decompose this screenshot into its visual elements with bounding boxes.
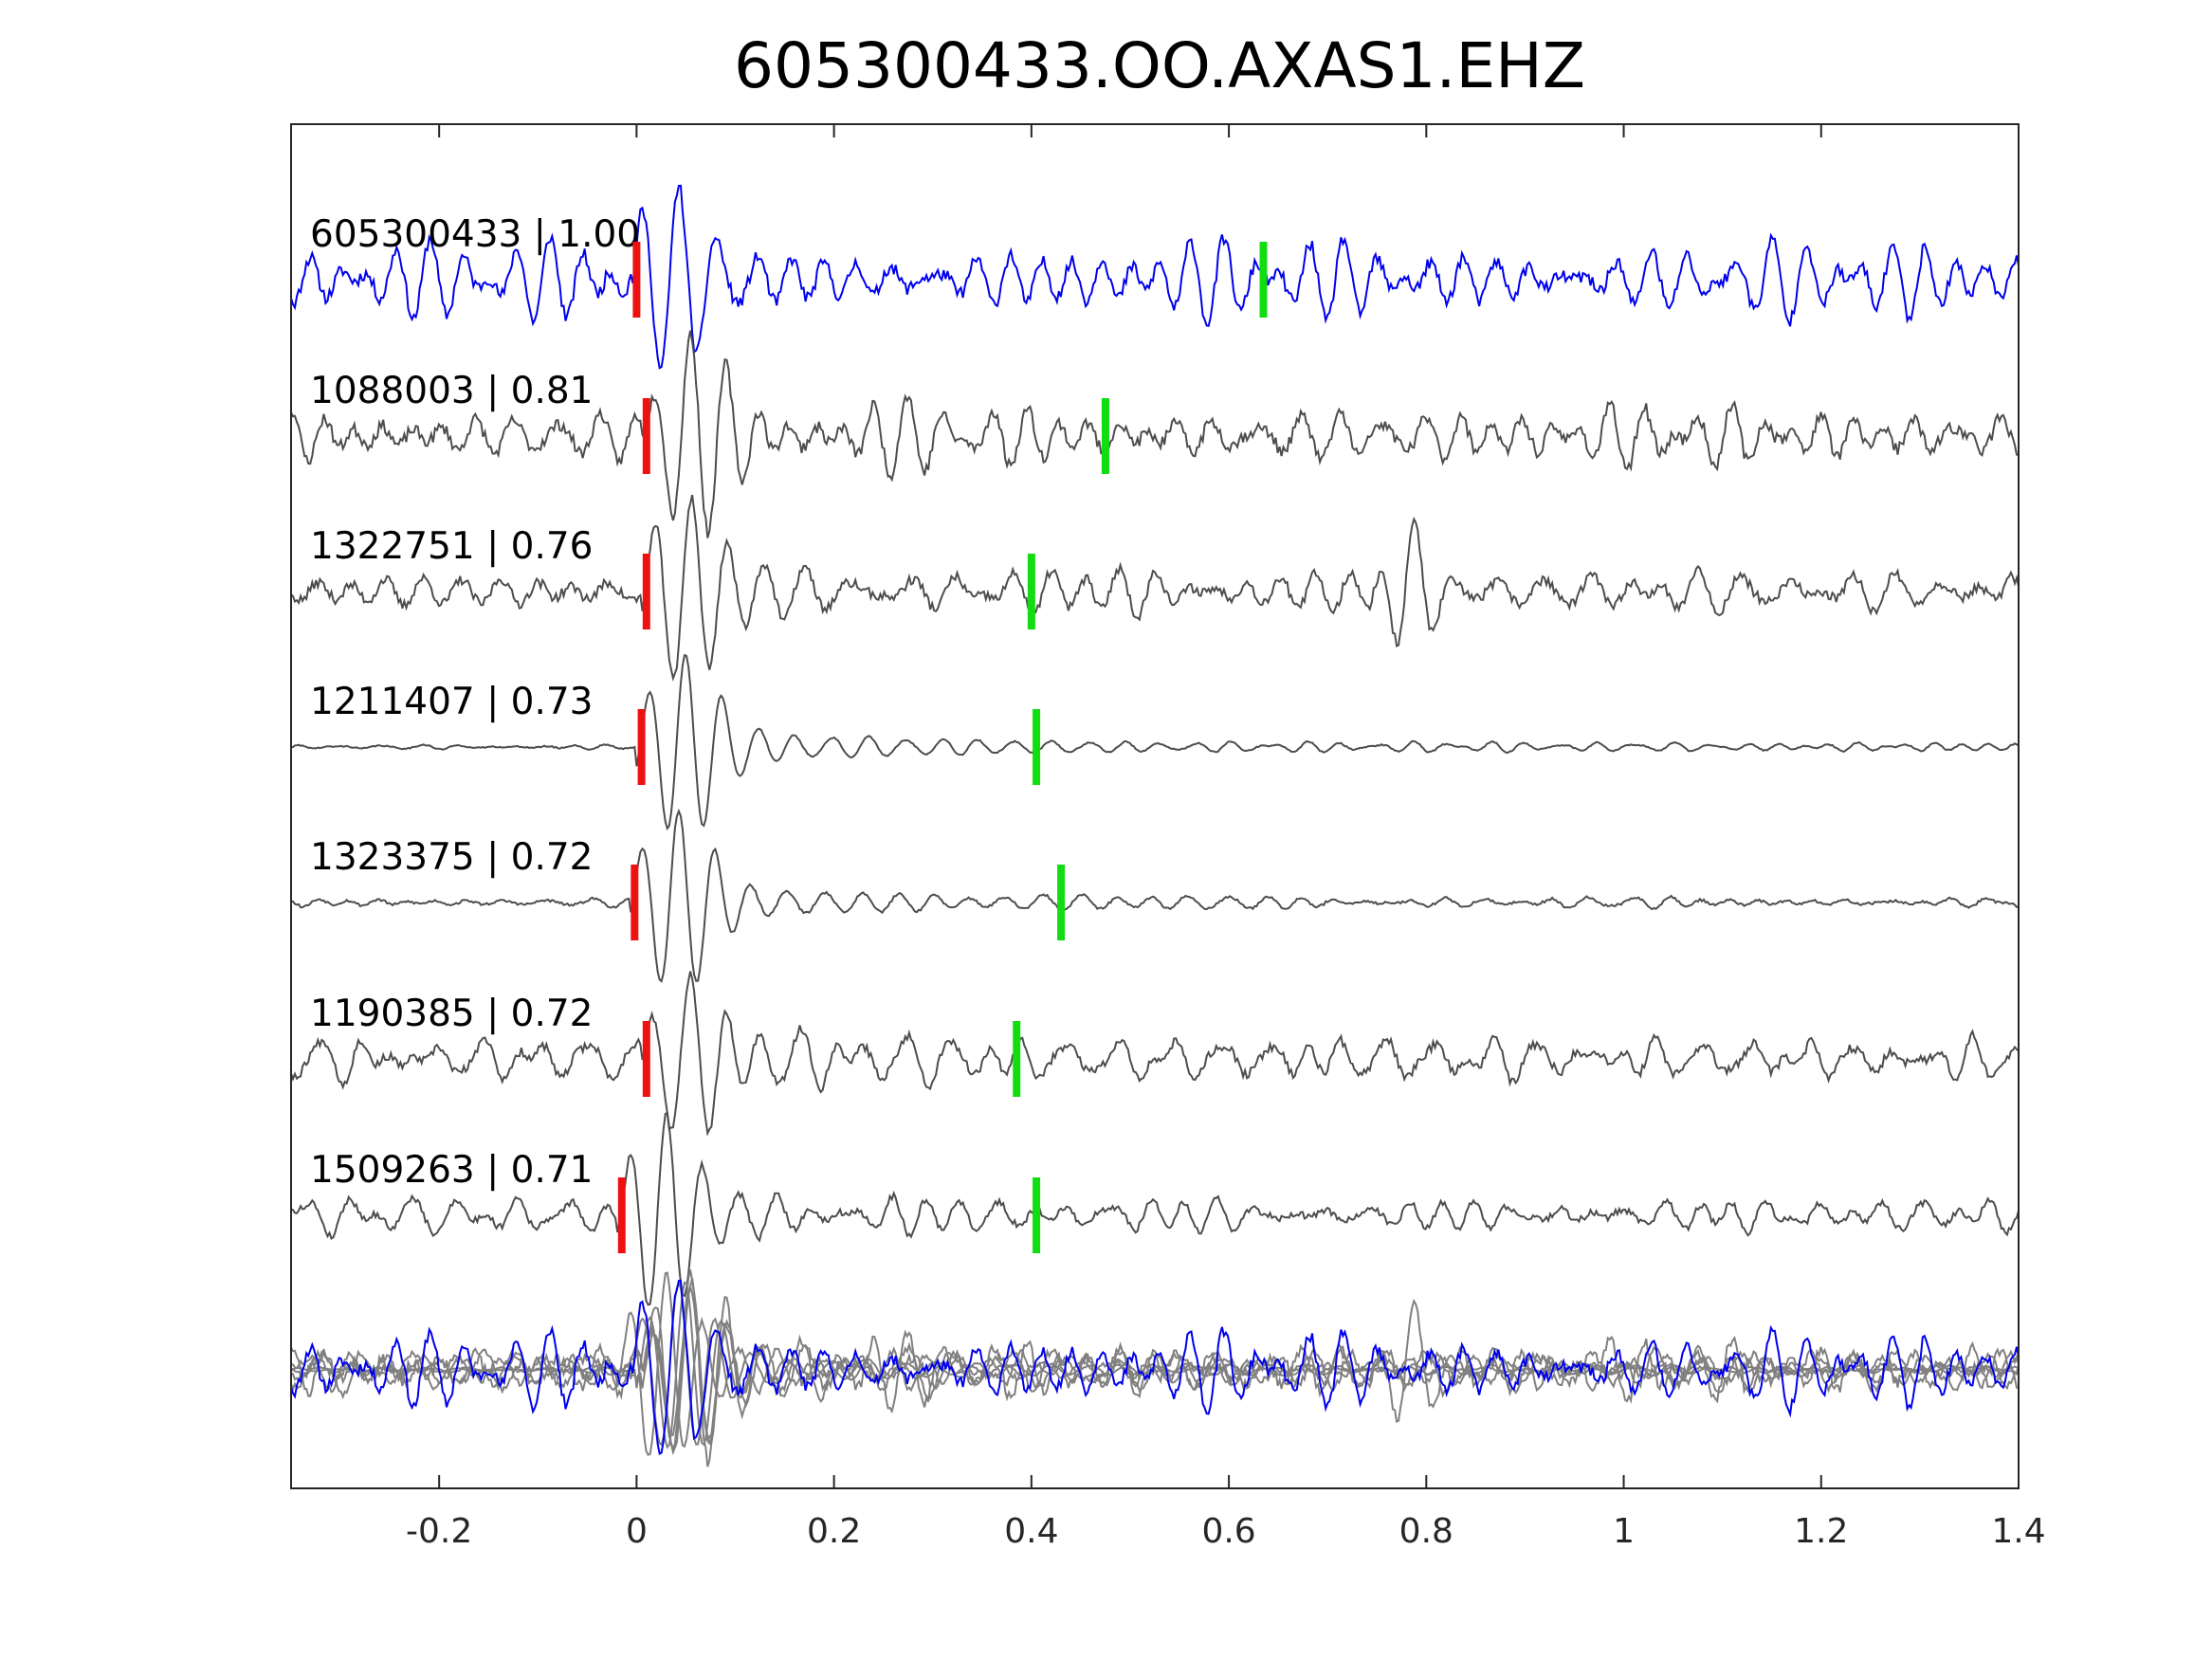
x-tick-label: 1 xyxy=(1613,1512,1635,1551)
x-tick-label: 0.2 xyxy=(807,1512,861,1551)
x-axis: -0.2 0 0.2 0.4 0.6 0.8 1 1.2 1.4 xyxy=(406,124,2046,1551)
template-trace xyxy=(290,184,2020,370)
x-tick-label: 1.4 xyxy=(1991,1512,2045,1551)
plot-frame xyxy=(290,123,2020,1489)
match-trace xyxy=(290,1111,2020,1306)
overlay-match-trace xyxy=(290,1277,2020,1456)
trace-label: 1323375 | 0.72 xyxy=(310,836,593,879)
match-trace xyxy=(291,808,2020,983)
chart-title: 605300433.OO.AXAS1.EHZ xyxy=(734,29,1585,102)
match-trace xyxy=(290,494,2020,682)
trace-label: 1211407 | 0.73 xyxy=(310,681,593,723)
trace-label: 1088003 | 0.81 xyxy=(310,370,593,412)
x-tick-label: 0 xyxy=(626,1512,648,1551)
overlay-match-trace xyxy=(290,1269,2020,1468)
trace-label: 1190385 | 0.72 xyxy=(310,993,593,1035)
x-tick-label: -0.2 xyxy=(406,1512,472,1551)
trace-group xyxy=(290,184,2020,1306)
x-tick-label: 0.6 xyxy=(1201,1512,1255,1551)
pick-marker-group xyxy=(617,242,1268,1253)
trace-label-group: 605300433 | 1.00 1088003 | 0.81 1322751 | … xyxy=(310,213,640,1192)
overlay-stack xyxy=(290,1269,2020,1468)
overlay-template-trace xyxy=(290,1279,2020,1456)
trace-label: 1509263 | 0.71 xyxy=(310,1149,593,1192)
trace-label: 605300433 | 1.00 xyxy=(310,213,640,256)
x-tick-label: 0.4 xyxy=(1004,1512,1058,1551)
match-trace xyxy=(290,971,2020,1137)
match-trace xyxy=(290,653,2020,831)
match-trace xyxy=(290,330,2019,538)
x-tick-label: 1.2 xyxy=(1794,1512,1848,1551)
trace-label: 1322751 | 0.76 xyxy=(310,525,593,568)
x-tick-label: 0.8 xyxy=(1399,1512,1453,1551)
